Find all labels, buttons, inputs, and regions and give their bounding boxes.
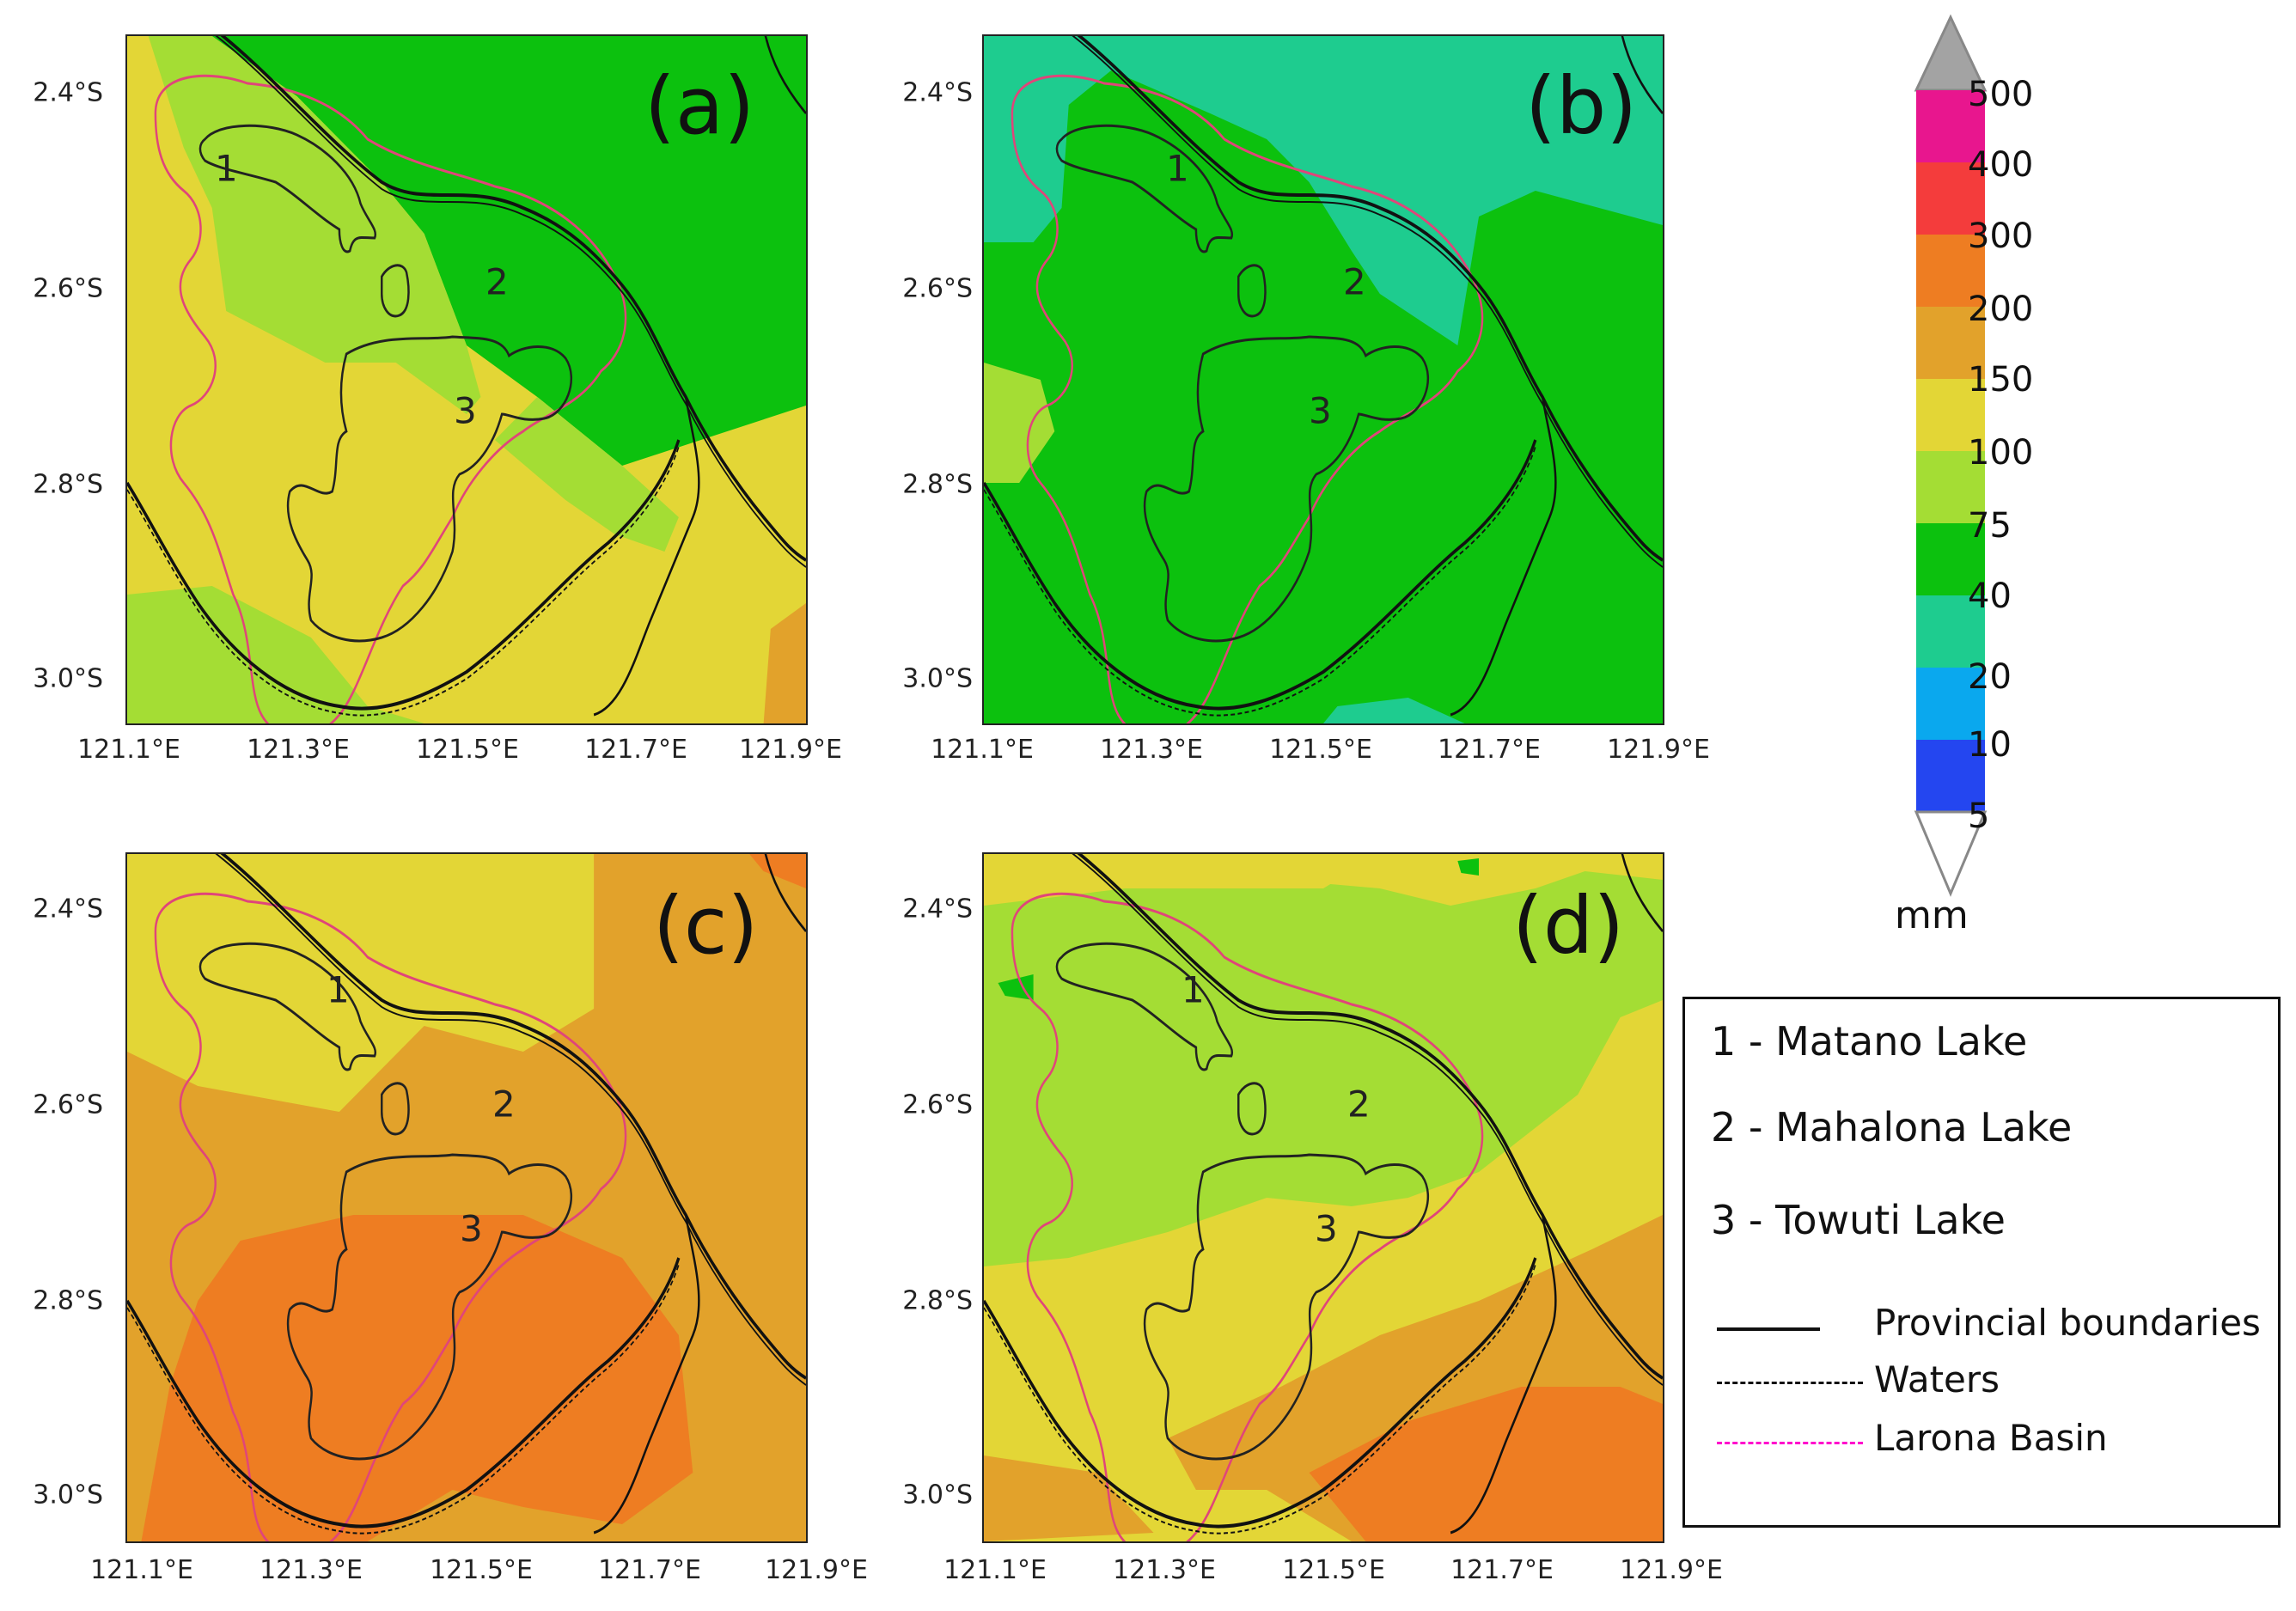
lake-number-3-c: 3	[460, 1207, 483, 1250]
lat-tick-b-0: 2.4°S	[902, 77, 973, 108]
lake-number-3-a: 3	[454, 389, 477, 432]
lon-tick-c-0: 121.1°E	[90, 1555, 193, 1585]
lat-tick-a-0: 2.4°S	[33, 77, 103, 108]
lon-tick-d-3: 121.7°E	[1450, 1555, 1554, 1585]
colorbar-label-8: 20	[1968, 657, 2012, 697]
legend-basin-label: Larona Basin	[1874, 1417, 2108, 1459]
map-d	[982, 852, 1664, 1543]
lat-tick-c-0: 2.4°S	[33, 894, 103, 924]
colorbar-swatch-5	[1916, 451, 1985, 523]
lon-tick-b-2: 121.5°E	[1269, 735, 1372, 765]
legend-lake-2: 2 - Mahalona Lake	[1711, 1104, 2073, 1150]
lake-number-1-b: 1	[1166, 147, 1189, 190]
lon-tick-d-0: 121.1°E	[943, 1555, 1047, 1585]
lat-tick-a-2: 2.8°S	[33, 469, 103, 500]
map-panel-d: (d)	[851, 816, 1762, 1607]
colorbar-unit: mm	[1895, 894, 1969, 937]
lake-number-2-a: 2	[485, 260, 509, 303]
panel-label-a: (a)	[644, 60, 755, 152]
colorbar-swatch-2	[1916, 235, 1985, 307]
map-a	[125, 34, 808, 725]
lat-tick-c-2: 2.8°S	[33, 1285, 103, 1316]
lake-number-1-c: 1	[327, 968, 350, 1011]
lat-tick-a-1: 2.6°S	[33, 273, 103, 304]
map-c	[125, 852, 808, 1543]
panel-label-d: (d)	[1512, 880, 1625, 972]
legend-provincial-label: Provincial boundaries	[1874, 1302, 2261, 1344]
lat-tick-b-2: 2.8°S	[902, 469, 973, 500]
lon-tick-d-1: 121.3°E	[1113, 1555, 1216, 1585]
lon-tick-c-3: 121.7°E	[598, 1555, 701, 1585]
colorbar-graphic	[1914, 14, 1988, 897]
lat-tick-d-3: 3.0°S	[902, 1480, 973, 1510]
lake-number-2-d: 2	[1347, 1083, 1371, 1126]
colorbar-label-5: 100	[1968, 433, 2034, 473]
colorbar-label-3: 200	[1968, 290, 2034, 329]
lon-tick-a-2: 121.5°E	[416, 735, 519, 765]
map-panel-c: (c)	[0, 816, 859, 1607]
legend-lake-3: 3 - Towuti Lake	[1711, 1197, 2006, 1243]
lake-number-3-d: 3	[1315, 1207, 1338, 1250]
lat-tick-d-2: 2.8°S	[902, 1285, 973, 1316]
lon-tick-a-1: 121.3°E	[247, 735, 350, 765]
lon-tick-b-4: 121.9°E	[1607, 735, 1710, 765]
lake-number-1-d: 1	[1182, 968, 1205, 1011]
legend-box: 1 - Matano Lake 2 - Mahalona Lake 3 - To…	[1682, 997, 2281, 1528]
lon-tick-b-1: 121.3°E	[1100, 735, 1203, 765]
legend-waters-line	[1717, 1382, 1863, 1384]
legend-basin-line	[1717, 1442, 1863, 1444]
lon-tick-d-2: 121.5°E	[1282, 1555, 1385, 1585]
lon-tick-c-4: 121.9°E	[765, 1555, 868, 1585]
colorbar-label-7: 40	[1968, 577, 2012, 616]
lat-tick-b-3: 3.0°S	[902, 663, 973, 694]
colorbar-swatch-8	[1916, 668, 1985, 740]
lat-tick-c-3: 3.0°S	[33, 1480, 103, 1510]
colorbar-swatch-1	[1916, 162, 1985, 235]
lon-tick-c-2: 121.5°E	[430, 1555, 533, 1585]
lat-tick-c-1: 2.6°S	[33, 1089, 103, 1120]
map-panel-b: (b)	[851, 0, 1762, 773]
lat-tick-d-1: 2.6°S	[902, 1089, 973, 1120]
lon-tick-a-4: 121.9°E	[739, 735, 842, 765]
panel-label-c: (c)	[653, 880, 759, 972]
colorbar-label-10: 5	[1968, 796, 1990, 836]
lake-number-2-b: 2	[1343, 260, 1366, 303]
colorbar-swatch-6	[1916, 523, 1985, 595]
colorbar-swatch-7	[1916, 595, 1985, 668]
colorbar	[1908, 9, 1994, 902]
lon-tick-d-4: 121.9°E	[1620, 1555, 1723, 1585]
lon-tick-b-0: 121.1°E	[931, 735, 1034, 765]
lon-tick-a-3: 121.7°E	[584, 735, 687, 765]
legend-lake-1: 1 - Matano Lake	[1711, 1018, 2028, 1065]
colorbar-label-1: 400	[1968, 145, 2034, 185]
lake-number-3-b: 3	[1309, 389, 1332, 432]
lake-number-1-a: 1	[215, 147, 238, 190]
lat-tick-b-1: 2.6°S	[902, 273, 973, 304]
colorbar-label-6: 75	[1968, 506, 2012, 546]
colorbar-swatch-9	[1916, 740, 1985, 812]
lat-tick-d-0: 2.4°S	[902, 894, 973, 924]
map-b	[982, 34, 1664, 725]
lon-tick-b-3: 121.7°E	[1438, 735, 1541, 765]
lon-tick-a-0: 121.1°E	[77, 735, 180, 765]
map-panel-a: (a)	[0, 0, 851, 773]
colorbar-label-9: 10	[1968, 725, 2012, 765]
colorbar-swatch-0	[1916, 90, 1985, 162]
colorbar-label-4: 150	[1968, 360, 2034, 400]
panel-label-b: (b)	[1525, 60, 1638, 152]
lake-number-2-c: 2	[492, 1083, 516, 1126]
legend-waters-label: Waters	[1874, 1358, 2000, 1400]
legend-provincial-line	[1717, 1327, 1820, 1331]
colorbar-label-2: 300	[1968, 217, 2034, 256]
lon-tick-c-1: 121.3°E	[260, 1555, 363, 1585]
colorbar-swatch-3	[1916, 307, 1985, 379]
colorbar-label-0: 500	[1968, 75, 2034, 114]
lat-tick-a-3: 3.0°S	[33, 663, 103, 694]
colorbar-swatch-4	[1916, 379, 1985, 451]
